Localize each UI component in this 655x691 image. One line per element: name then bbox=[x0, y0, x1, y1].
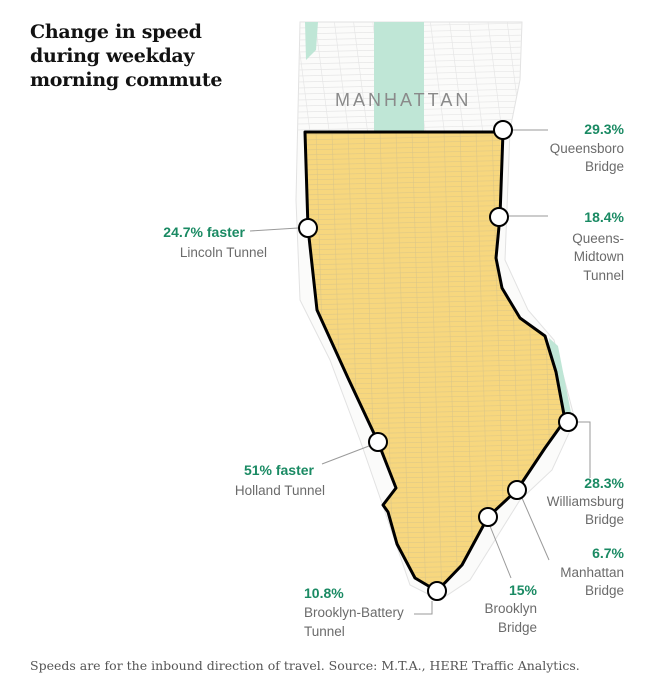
name-queens-midtown-1: Queens- bbox=[572, 231, 624, 246]
leader-lines bbox=[249, 129, 591, 615]
label-brooklyn: 15% Brooklyn Bridge bbox=[484, 582, 537, 635]
pct-brooklyn: 15% bbox=[509, 582, 538, 598]
label-queensboro: 29.3% Queensboro Bridge bbox=[550, 121, 625, 174]
avenue-line bbox=[572, 130, 586, 600]
name-queens-midtown-3: Tunnel bbox=[583, 268, 624, 283]
congestion-zone bbox=[303, 130, 586, 600]
leader-lincoln bbox=[249, 227, 299, 232]
street-line bbox=[305, 328, 565, 336]
avenue-line bbox=[487, 22, 503, 133]
marker-queensboro bbox=[493, 120, 513, 140]
avenue-line bbox=[411, 132, 427, 591]
leader-brooklyn bbox=[489, 525, 512, 579]
source-note: Speeds are for the inbound direction of … bbox=[30, 658, 580, 673]
label-queens-midtown: 18.4% Queens- Midtown Tunnel bbox=[572, 209, 624, 283]
name-manhattan-2: Bridge bbox=[585, 583, 624, 598]
avenue-line bbox=[526, 22, 541, 133]
label-lincoln: 24.7% faster Lincoln Tunnel bbox=[163, 224, 267, 260]
marker-lincoln bbox=[298, 218, 318, 238]
pct-holland: 51% faster bbox=[244, 462, 315, 478]
street-line bbox=[296, 22, 575, 23]
crossing-markers bbox=[298, 120, 578, 601]
marker-manhattan bbox=[507, 480, 527, 500]
street-line bbox=[305, 333, 565, 341]
label-brooklyn-battery: 10.8% Brooklyn-Battery Tunnel bbox=[304, 585, 404, 639]
name-queensboro-2: Bridge bbox=[585, 159, 624, 174]
street-line bbox=[305, 353, 565, 361]
leader-williamsburg bbox=[577, 421, 591, 478]
name-brooklyn-1: Brooklyn bbox=[484, 601, 537, 616]
map-title: Change in speed during weekday morning c… bbox=[30, 21, 223, 91]
name-queensboro-1: Queensboro bbox=[550, 141, 624, 156]
avenue-line bbox=[564, 22, 575, 133]
leader-holland bbox=[321, 445, 370, 465]
name-brooklyn-2: Bridge bbox=[498, 620, 537, 635]
avenue-line bbox=[395, 132, 411, 591]
central-park bbox=[374, 22, 424, 132]
label-holland: 51% faster Holland Tunnel bbox=[235, 462, 325, 498]
street-line bbox=[305, 343, 565, 351]
avenue-line bbox=[353, 22, 368, 133]
street-line bbox=[305, 348, 565, 356]
avenue-line bbox=[443, 132, 459, 591]
avenue-line bbox=[314, 22, 330, 133]
name-queens-midtown-2: Midtown bbox=[574, 249, 624, 264]
pct-queens-midtown: 18.4% bbox=[584, 209, 624, 225]
avenue-line bbox=[545, 22, 560, 133]
street-line bbox=[305, 363, 565, 371]
name-holland: Holland Tunnel bbox=[235, 483, 325, 498]
marker-brooklyn-battery bbox=[427, 581, 447, 601]
pct-lincoln: 24.7% faster bbox=[163, 224, 245, 240]
name-manhattan-1: Manhattan bbox=[560, 565, 624, 580]
pct-brooklyn-battery: 10.8% bbox=[304, 585, 344, 601]
zone-outline bbox=[303, 130, 567, 593]
avenue-line bbox=[449, 22, 464, 133]
pct-queensboro: 29.3% bbox=[584, 121, 624, 137]
avenue-line bbox=[468, 22, 484, 133]
hudson-waterfront-park bbox=[305, 22, 318, 60]
leader-brooklyn-battery bbox=[414, 601, 433, 615]
crossing-labels: 29.3% Queensboro Bridge 18.4% Queens- Mi… bbox=[163, 121, 624, 639]
street-line bbox=[305, 338, 565, 346]
marker-brooklyn bbox=[478, 507, 498, 527]
street-line bbox=[305, 358, 565, 366]
marker-holland bbox=[368, 432, 388, 452]
marker-queens-midtown bbox=[489, 207, 509, 227]
pct-williamsburg: 28.3% bbox=[584, 475, 624, 491]
manhattan-label: MANHATTAN bbox=[335, 90, 471, 110]
marker-williamsburg bbox=[558, 412, 578, 432]
label-manhattan: 6.7% Manhattan Bridge bbox=[560, 545, 624, 598]
name-brooklyn-battery-1: Brooklyn-Battery bbox=[304, 605, 404, 620]
avenue-line bbox=[334, 22, 349, 133]
label-williamsburg: 28.3% Williamsburg Bridge bbox=[547, 475, 625, 527]
pct-manhattan: 6.7% bbox=[592, 545, 624, 561]
avenue-line bbox=[459, 132, 475, 591]
avenue-line bbox=[430, 22, 445, 133]
east-river-park bbox=[549, 338, 572, 418]
name-brooklyn-battery-2: Tunnel bbox=[304, 624, 345, 639]
leader-manhattan bbox=[521, 497, 550, 561]
street-line bbox=[305, 132, 565, 136]
avenue-line bbox=[427, 132, 443, 591]
name-williamsburg-1: Williamsburg bbox=[547, 494, 624, 509]
name-lincoln: Lincoln Tunnel bbox=[180, 245, 267, 260]
name-williamsburg-2: Bridge bbox=[585, 512, 624, 527]
